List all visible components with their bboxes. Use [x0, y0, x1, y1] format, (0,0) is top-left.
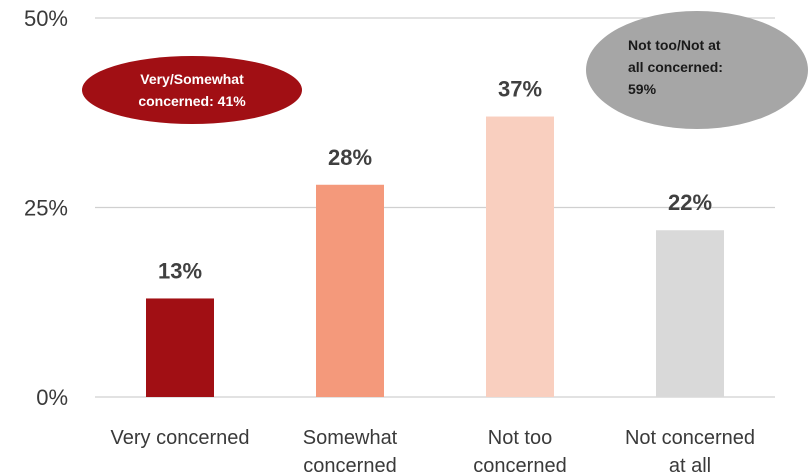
y-tick-label: 25% [24, 196, 68, 221]
annotation-text: all concerned: [628, 59, 723, 75]
bar [486, 116, 554, 397]
annotation-bubble [82, 56, 302, 124]
annotation-text: 59% [628, 81, 657, 97]
x-tick-label: Somewhat [303, 427, 398, 449]
x-tick-label: concerned [473, 455, 566, 475]
x-tick-label: Very concerned [111, 427, 250, 449]
y-tick-label: 0% [36, 385, 68, 410]
y-tick-label: 50% [24, 6, 68, 31]
data-label: 28% [328, 145, 372, 170]
bar [146, 298, 214, 397]
x-tick-label: at all [669, 455, 711, 475]
annotation-text: concerned: 41% [138, 93, 246, 109]
data-label: 37% [498, 77, 542, 102]
bar [656, 230, 724, 397]
annotation-text: Very/Somewhat [140, 71, 244, 87]
bar [316, 184, 384, 397]
x-tick-label: Not concerned [625, 427, 755, 449]
annotation-text: Not too/Not at [628, 37, 721, 53]
annotation-bubble [586, 11, 808, 129]
x-tick-label: concerned [303, 455, 396, 475]
x-tick-label: Not too [488, 427, 552, 449]
data-label: 22% [668, 190, 712, 215]
data-label: 13% [158, 258, 202, 283]
